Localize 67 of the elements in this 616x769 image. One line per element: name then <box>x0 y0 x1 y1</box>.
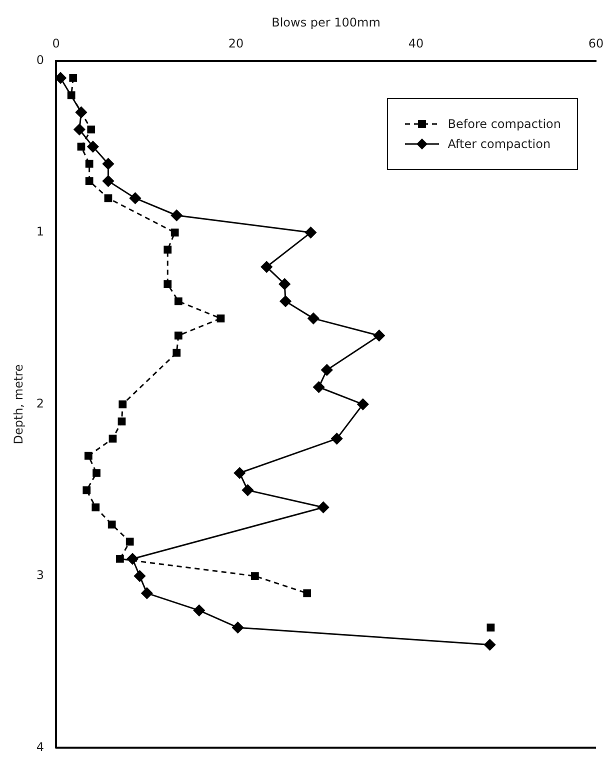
point <box>313 381 325 393</box>
point <box>357 398 369 410</box>
point <box>87 126 96 134</box>
point <box>67 91 76 100</box>
point <box>129 192 141 204</box>
point <box>56 72 66 84</box>
point <box>92 469 100 477</box>
point <box>108 520 116 528</box>
x-tick-label: 20 <box>228 36 244 51</box>
point <box>242 484 254 496</box>
point <box>174 332 182 340</box>
point <box>216 314 225 322</box>
point <box>102 175 114 187</box>
point <box>303 589 312 598</box>
point <box>234 467 246 479</box>
point <box>308 312 320 324</box>
x-tick-label: 0 <box>52 36 60 51</box>
point <box>126 553 138 565</box>
point <box>172 348 181 357</box>
y-axis-title: Depth, metre <box>11 364 26 444</box>
point <box>321 364 333 376</box>
point <box>134 570 146 582</box>
point <box>69 74 78 82</box>
point <box>193 604 205 616</box>
point <box>74 124 86 136</box>
point <box>108 434 117 443</box>
point <box>250 572 259 580</box>
point <box>141 587 153 599</box>
legend-label: Before compaction <box>448 117 561 131</box>
point <box>280 296 292 307</box>
point <box>170 210 182 222</box>
point <box>85 177 94 185</box>
legend-label: After compaction <box>448 137 551 151</box>
point <box>126 538 134 546</box>
point <box>118 418 126 426</box>
y-tick-label: 1 <box>36 224 44 239</box>
point <box>116 554 124 563</box>
point <box>164 280 172 288</box>
x-tick-label: 40 <box>408 36 424 51</box>
y-tick-label: 3 <box>36 568 44 582</box>
point <box>232 622 244 634</box>
point <box>84 452 92 460</box>
point <box>77 142 86 151</box>
point <box>304 226 316 238</box>
point <box>373 330 385 342</box>
point <box>486 624 495 632</box>
point <box>164 246 172 254</box>
point <box>82 486 91 494</box>
x-tick-label: 60 <box>588 36 604 51</box>
y-tick-label: 2 <box>36 396 44 410</box>
point <box>104 194 112 202</box>
point <box>484 639 496 650</box>
y-tick-label: 4 <box>36 740 44 754</box>
point <box>331 432 343 444</box>
y-tick-label: 0 <box>36 52 44 67</box>
point <box>174 297 182 306</box>
point <box>118 400 127 408</box>
point <box>318 502 330 514</box>
point <box>85 160 94 168</box>
point <box>170 228 179 236</box>
point <box>102 158 114 170</box>
point <box>92 503 100 512</box>
point <box>87 140 99 152</box>
point <box>278 278 290 290</box>
x-axis-title: Blows per 100mm <box>272 15 380 30</box>
point <box>260 261 272 273</box>
point <box>75 106 87 118</box>
